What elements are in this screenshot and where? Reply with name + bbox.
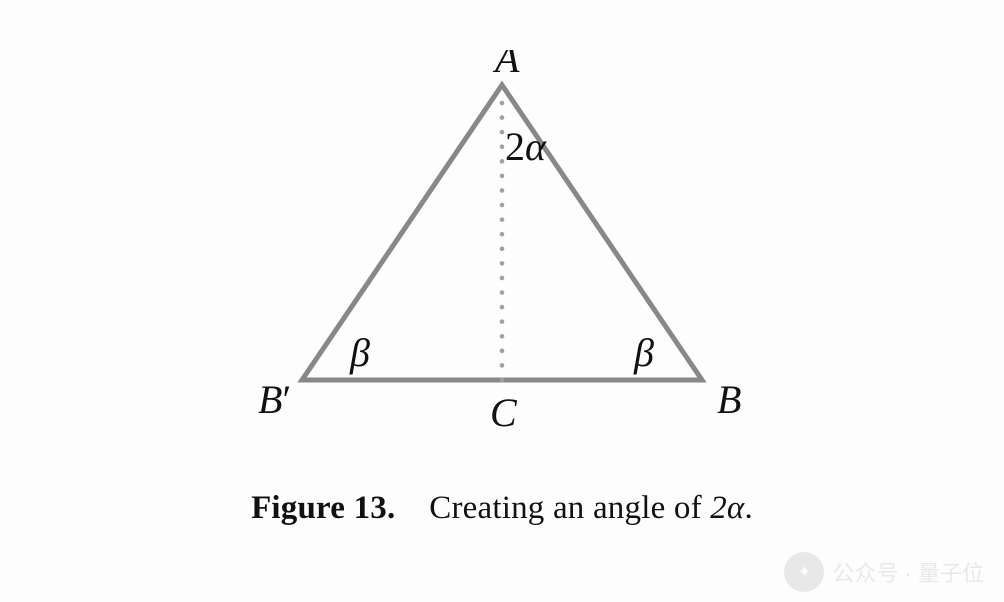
altitude-dot [500, 246, 505, 251]
altitude-dot [500, 144, 505, 149]
angle-label-right: β [633, 330, 654, 375]
vertex-label-a: A [492, 50, 520, 81]
wechat-icon: ✦ [784, 552, 824, 592]
altitude-dot [500, 203, 505, 208]
altitude-dot [500, 130, 505, 135]
vertex-label-c: C [490, 390, 518, 430]
altitude-dot [500, 305, 505, 310]
figure-caption: Figure 13. Creating an angle of 2α. [0, 490, 1004, 527]
altitude-dot [500, 115, 505, 120]
angle-label-apex: 2α [505, 124, 547, 169]
caption-text: Creating an angle of [429, 490, 701, 526]
altitude-dot [500, 363, 505, 368]
altitude-dot [500, 232, 505, 237]
triangle-svg: A B′ B C 2α β β [222, 50, 782, 430]
vertex-label-b: B [717, 377, 741, 422]
altitude-dot [500, 349, 505, 354]
altitude-dot [500, 319, 505, 324]
altitude-dot [500, 101, 505, 106]
watermark-text: 公众号 · 量子位 [832, 556, 984, 588]
caption-figure-label: Figure 13. [251, 490, 395, 526]
altitude-dot [500, 276, 505, 281]
altitude-dot [500, 217, 505, 222]
triangle-diagram: A B′ B C 2α β β [222, 50, 782, 430]
altitude-dot [500, 261, 505, 266]
watermark: ✦ 公众号 · 量子位 [784, 552, 984, 592]
wechat-icon-glyph: ✦ [798, 562, 811, 582]
caption-period: . [744, 490, 752, 526]
caption-angle: 2α [710, 490, 744, 526]
altitude-dot [500, 378, 505, 383]
altitude-dot [500, 159, 505, 164]
altitude-dot [500, 290, 505, 295]
angle-label-left: β [349, 330, 370, 375]
altitude-dot [500, 174, 505, 179]
caption-spacer [404, 490, 421, 526]
altitude-dot [500, 188, 505, 193]
vertex-label-b-prime: B′ [258, 377, 291, 422]
altitude-dot [500, 334, 505, 339]
